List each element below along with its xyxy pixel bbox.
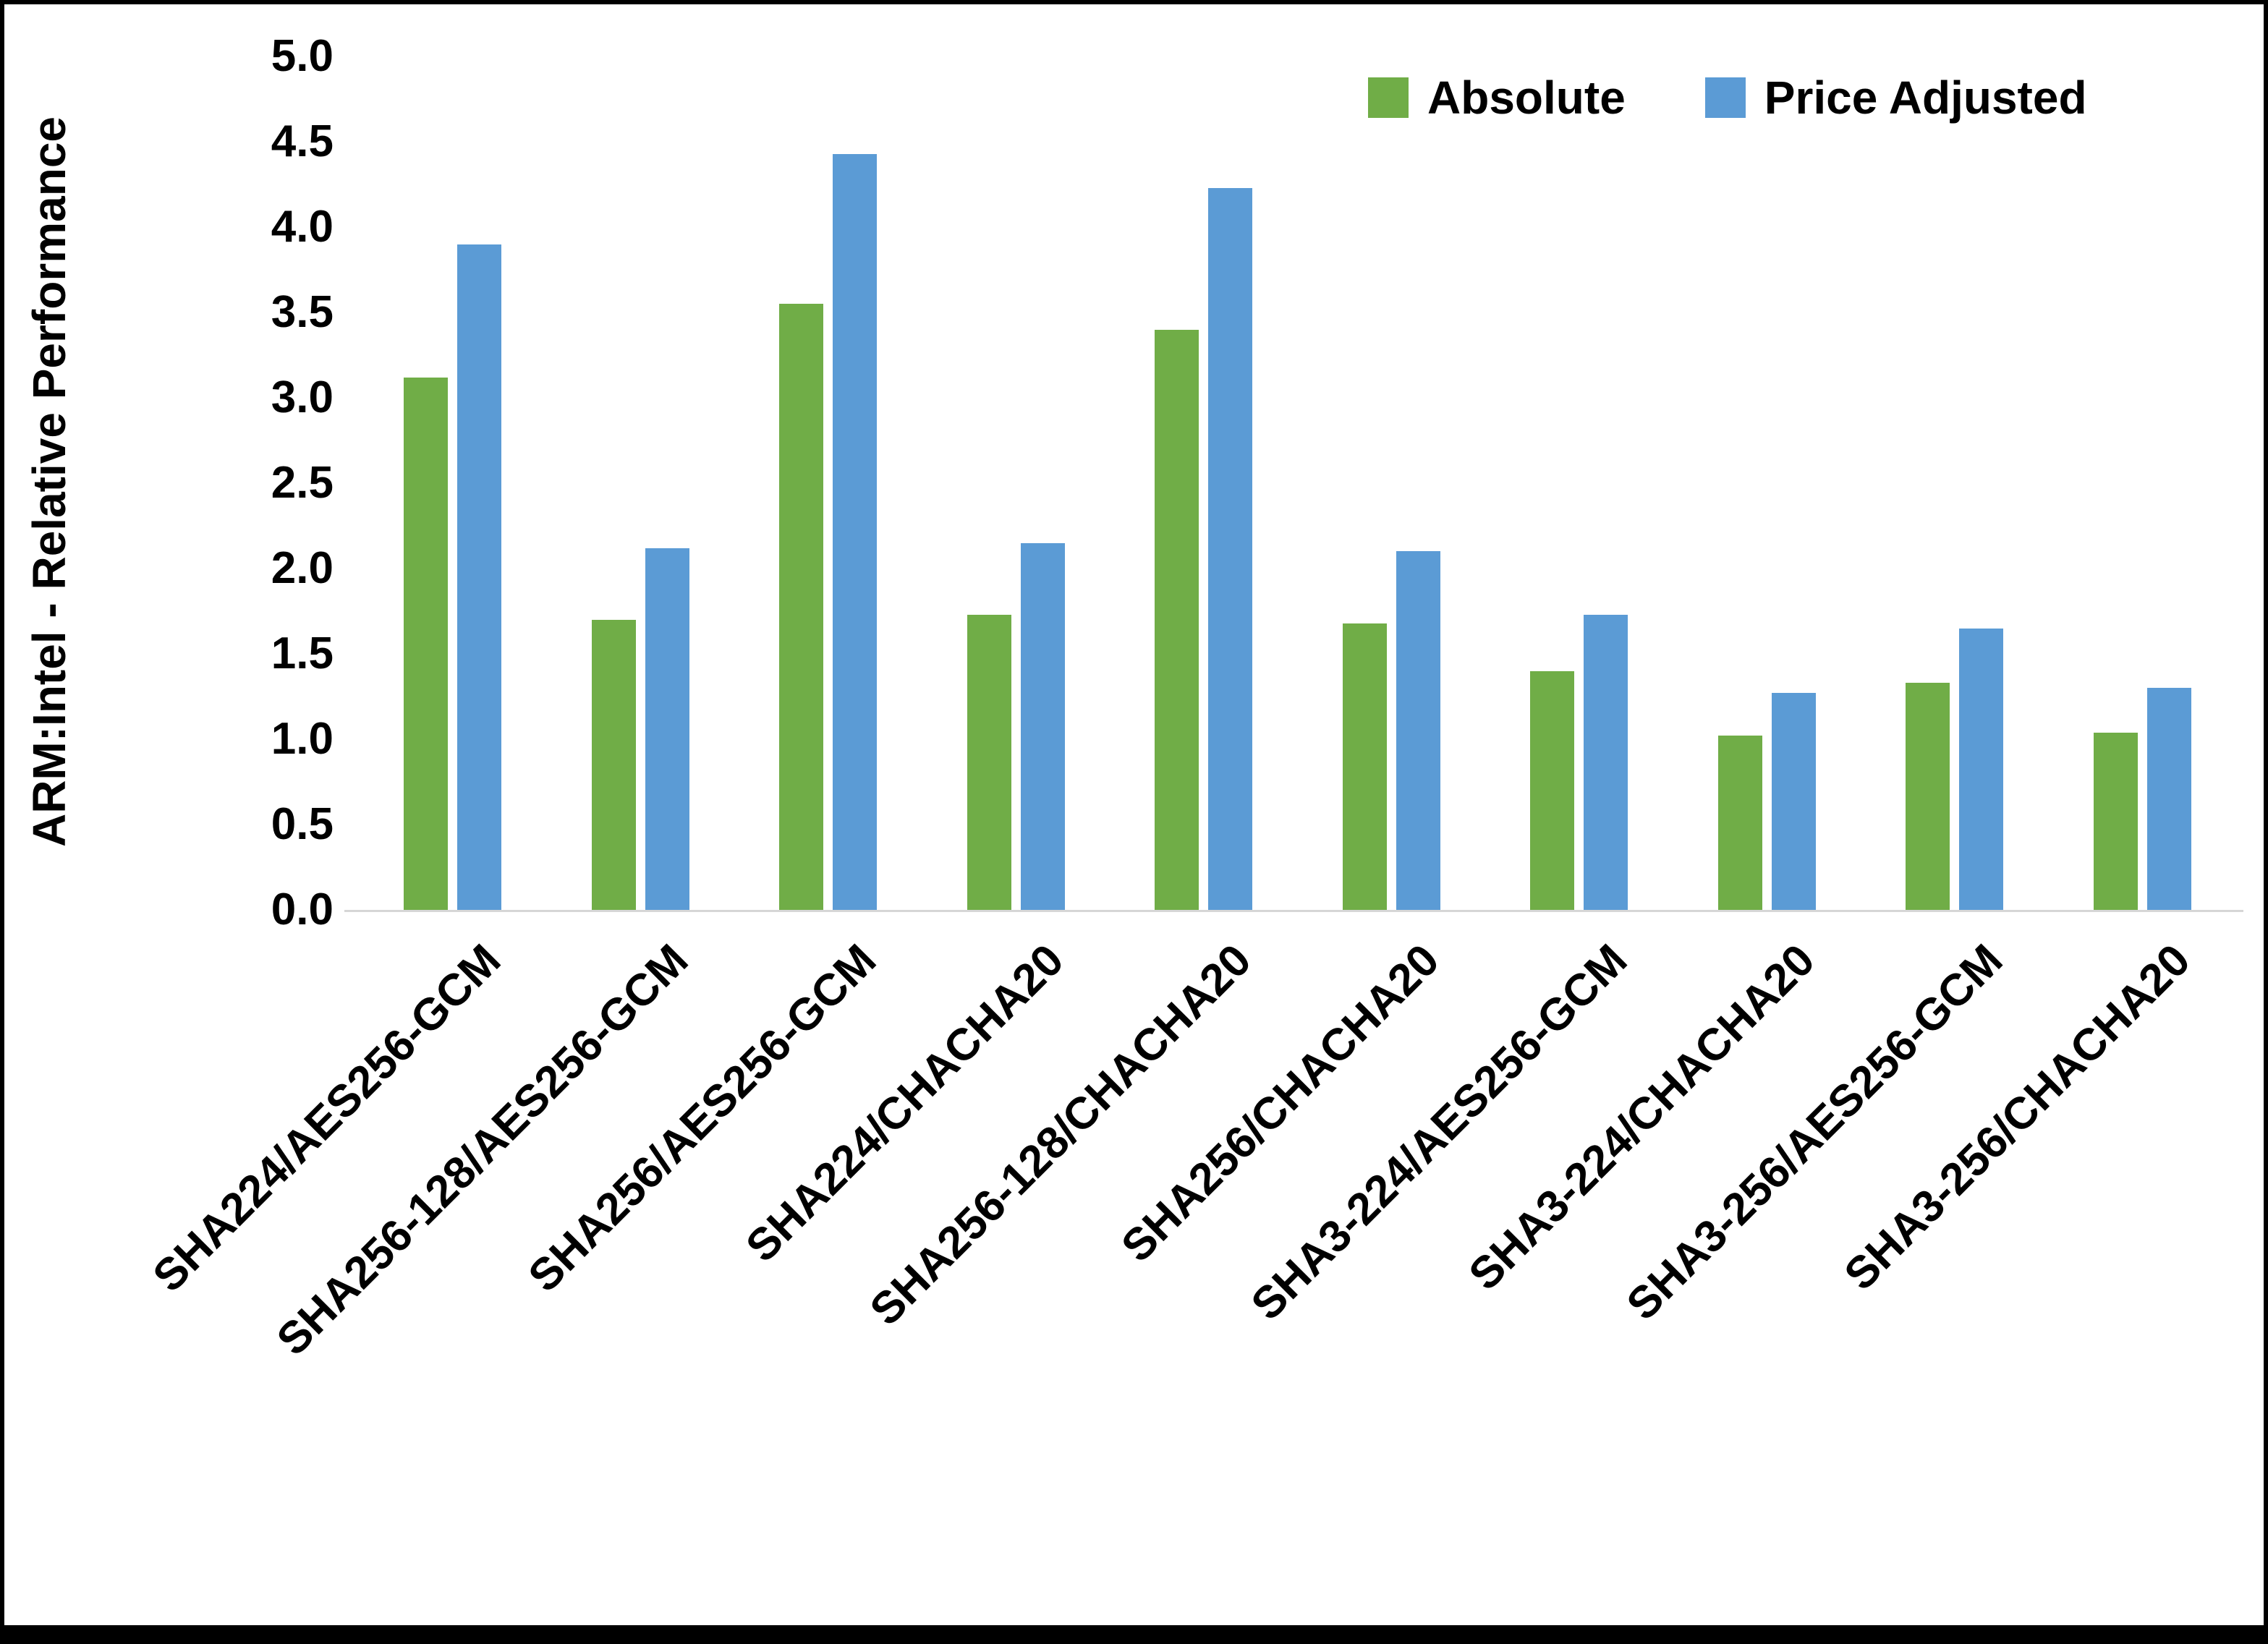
x-axis-label: SHA256-128/CHACHA20 [861,934,1262,1335]
y-tick-label: 5.0 [271,31,334,81]
legend-item-absolute: Absolute [1368,71,1626,124]
y-tick-label: 1.0 [271,714,334,764]
bar-absolute [1155,329,1199,910]
bar-absolute [1906,683,1950,910]
bar-price-adjusted [645,548,689,910]
y-tick-label: 4.0 [271,202,334,252]
legend-label-price-adjusted: Price Adjusted [1764,72,2087,124]
bar-price-adjusted [1396,551,1440,910]
plot-area: SHA224/AES256-GCM SHA256-128/AES256-GCM SH… [143,56,2236,1365]
bar-price-adjusted [457,244,502,910]
legend: Absolute Price Adjusted [1368,71,2087,124]
x-axis-line [344,910,2243,912]
y-tick-label: 2.5 [271,458,334,508]
bar-absolute [1342,623,1387,910]
y-tick-label: 3.5 [271,287,334,337]
bar-absolute [2093,732,2138,910]
bar-price-adjusted [833,153,878,910]
x-axis-label: SHA3-224/AES256-GCM [1241,934,1637,1330]
x-axis-label: SHA224/AES256-GCM [143,934,511,1302]
legend-swatch-absolute-icon [1368,77,1409,118]
bar-price-adjusted [1771,693,1816,910]
y-tick-label: 1.5 [271,629,334,678]
x-axis-label: SHA3-256/AES256-GCM [1617,934,2013,1330]
bar-absolute [404,377,449,910]
bar-price-adjusted [1208,187,1253,910]
bar-absolute [1530,670,1575,910]
legend-swatch-price-adjusted-icon [1704,77,1746,118]
y-tick-label: 0.0 [271,885,334,934]
x-axis-label: SHA224/CHACHA20 [736,934,1074,1272]
x-axis-label: SHA3-224/CHACHA20 [1459,934,1825,1300]
bar-price-adjusted [1020,542,1065,910]
y-tick-label: 4.5 [271,116,334,166]
y-axis-title: ARM:Intel - Relative Performance [23,116,75,848]
bar-absolute [779,304,824,910]
bar-price-adjusted [1959,628,2004,910]
bar-absolute [1717,736,1762,910]
bar-absolute [967,614,1011,910]
x-axis-label: SHA3-256/CHACHA20 [1835,934,2200,1300]
x-axis-label: SHA256/AES256-GCM [519,934,886,1302]
bar-price-adjusted [1584,614,1628,910]
y-tick-label: 3.0 [271,372,334,422]
y-tick-label: 2.0 [271,543,334,593]
bar-price-adjusted [2146,688,2191,910]
x-axis-label: SHA256/CHACHA20 [1112,934,1449,1272]
bar-absolute [591,619,636,910]
legend-label-absolute: Absolute [1427,72,1626,124]
y-tick-label: 0.5 [271,799,334,849]
legend-item-price-adjusted: Price Adjusted [1704,71,2087,124]
